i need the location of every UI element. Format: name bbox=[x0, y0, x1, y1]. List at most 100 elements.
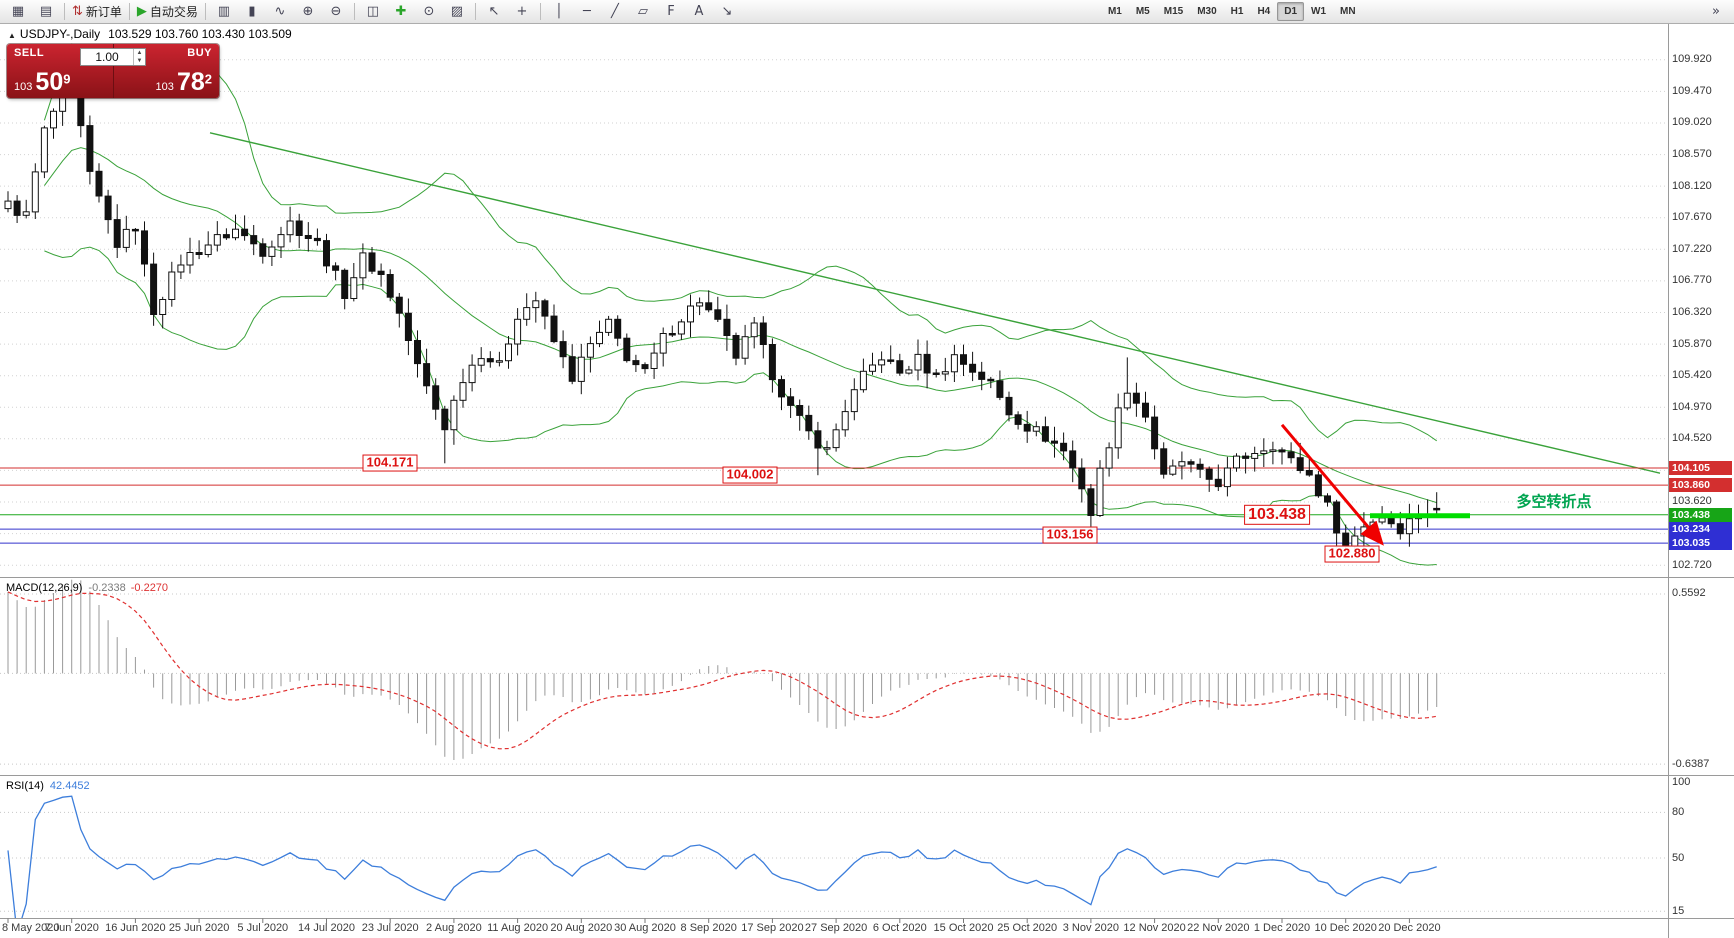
fibonacci-icon: F bbox=[667, 4, 675, 19]
toolbar-separator bbox=[474, 3, 476, 20]
text-label-icon: A bbox=[694, 4, 704, 19]
tile-windows-icon[interactable]: ◫ bbox=[359, 1, 387, 23]
templates-icon[interactable]: ▨ bbox=[443, 1, 471, 23]
chart-bars-icon: ▥ bbox=[217, 4, 231, 19]
tile-windows-icon: ◫ bbox=[366, 4, 380, 19]
toolbar-separator bbox=[353, 3, 355, 20]
horizontal-line-icon: ─ bbox=[583, 4, 591, 19]
chart-bars-icon[interactable]: ▥ bbox=[210, 1, 238, 23]
new-order-button[interactable]: ⇅ 新订单 bbox=[69, 1, 125, 23]
zoom-in-icon: ⊕ bbox=[302, 4, 314, 19]
timeframe-m1[interactable]: M1 bbox=[1107, 6, 1122, 17]
timeframe-m5[interactable]: M5 bbox=[1135, 6, 1150, 17]
arrows-icon: ↘ bbox=[721, 4, 733, 19]
toolbar: ▦ ▤ ⇅ 新订单 ▶ 自动交易 ▥ ▮ ∿ ⊕ ⊖ ◫ ✚ ⊙ ▨ ↖ + │ ─ ╱ ▱ F A ↘ M1 M5 M15 M30 H… bbox=[0, 0, 1734, 24]
vertical-line-icon: │ bbox=[555, 4, 563, 19]
autotrading-button-label: 自动交易 bbox=[149, 5, 198, 19]
volume-value[interactable]: 1.00 bbox=[95, 50, 119, 64]
rsi-label: RSI(14) bbox=[6, 780, 44, 792]
horizontal-line-icon[interactable]: ─ bbox=[573, 1, 601, 23]
chart-annotation[interactable]: 104.002 bbox=[722, 466, 778, 484]
volume-spinner[interactable]: ▲ ▼ bbox=[133, 49, 145, 65]
macd-main-value: -0.2338 bbox=[88, 582, 126, 594]
new-order-button: ⇅ bbox=[72, 4, 83, 19]
cursor-icon[interactable]: ↖ bbox=[480, 1, 508, 23]
sell-off-arrow[interactable] bbox=[1280, 423, 1384, 546]
crosshair-icon[interactable]: + bbox=[508, 1, 536, 23]
indicators-icon: ✚ bbox=[395, 4, 407, 19]
rsi-header: RSI(14) 42.4452 bbox=[6, 780, 90, 792]
pane-splitter[interactable] bbox=[0, 576, 1734, 580]
periods-icon: ⊙ bbox=[423, 4, 435, 19]
trendline-icon[interactable]: ╱ bbox=[601, 1, 629, 23]
more-icon[interactable]: » bbox=[1712, 4, 1720, 19]
cursor-icon: ↖ bbox=[488, 4, 500, 19]
sell-price: 103 509 bbox=[14, 68, 71, 96]
timeframe-w1[interactable]: W1 bbox=[1311, 6, 1327, 17]
volume-up-icon[interactable]: ▲ bbox=[136, 50, 143, 56]
macd-label: MACD(12,26,9) bbox=[6, 582, 83, 594]
trendline-icon: ╱ bbox=[611, 4, 619, 19]
new-chart-icon: ▦ bbox=[11, 4, 25, 19]
buy-price: 103 782 bbox=[155, 68, 212, 96]
fibonacci-icon[interactable]: F bbox=[657, 1, 685, 23]
macd-pane bbox=[0, 579, 1668, 765]
chart-line-icon: ∿ bbox=[274, 4, 286, 19]
channel-icon: ▱ bbox=[637, 4, 648, 19]
profiles-icon: ▤ bbox=[39, 4, 53, 19]
vertical-line-icon[interactable]: │ bbox=[545, 1, 573, 23]
chart-annotation[interactable]: 103.156 bbox=[1042, 526, 1098, 544]
timeframe-h1[interactable]: H1 bbox=[1230, 6, 1244, 17]
toolbar-separator bbox=[128, 3, 130, 20]
new-order-button-label: 新订单 bbox=[85, 5, 122, 19]
profiles-icon[interactable]: ▤ bbox=[32, 1, 60, 23]
timeframe-mn[interactable]: MN bbox=[1340, 6, 1356, 17]
toolbar-separator bbox=[539, 3, 541, 20]
autotrading-button[interactable]: ▶ 自动交易 bbox=[134, 1, 201, 23]
buy-label: BUY bbox=[187, 47, 212, 59]
channel-icon[interactable]: ▱ bbox=[629, 1, 657, 23]
candlesticks bbox=[4, 64, 1441, 554]
descending-trendline[interactable] bbox=[209, 132, 1661, 474]
pane-splitter[interactable] bbox=[0, 774, 1734, 778]
macd-header: MACD(12,26,9) -0.2338 -0.2270 bbox=[6, 582, 168, 594]
macd-signal-line bbox=[7, 591, 1437, 750]
chart-candles-icon[interactable]: ▮ bbox=[238, 1, 266, 23]
toolbar-separator bbox=[204, 3, 206, 20]
timeframe-h4[interactable]: H4 bbox=[1257, 6, 1271, 17]
one-click-trading-panel: SELL 103 509 BUY 103 782 1.00 ▲ ▼ bbox=[7, 44, 219, 98]
chart-annotation[interactable]: 104.171 bbox=[362, 454, 418, 472]
chart-ohlc-values: 103.529 103.760 103.430 103.509 bbox=[108, 27, 292, 41]
one-click-collapse-icon[interactable]: ▲ bbox=[8, 31, 16, 40]
templates-icon: ▨ bbox=[450, 4, 464, 19]
macd-signal-value: -0.2270 bbox=[130, 582, 169, 594]
zoom-out-icon[interactable]: ⊖ bbox=[322, 1, 350, 23]
periods-icon[interactable]: ⊙ bbox=[415, 1, 443, 23]
bollinger-bands bbox=[43, 43, 1437, 566]
zoom-out-icon: ⊖ bbox=[330, 4, 342, 19]
sell-label: SELL bbox=[14, 47, 45, 59]
timeframe-d1[interactable]: D1 bbox=[1277, 2, 1305, 21]
chart-symbol-label: USDJPY-,Daily bbox=[19, 27, 101, 41]
chart-annotation[interactable]: 103.438 bbox=[1244, 504, 1310, 525]
timeframe-m30[interactable]: M30 bbox=[1197, 6, 1217, 17]
indicators-icon[interactable]: ✚ bbox=[387, 1, 415, 23]
chart-candles-icon: ▮ bbox=[248, 4, 256, 19]
crosshair-icon: + bbox=[516, 4, 528, 19]
main-chart-pane bbox=[0, 43, 1668, 566]
text-label-icon[interactable]: A bbox=[685, 1, 713, 23]
volume-down-icon[interactable]: ▼ bbox=[136, 58, 143, 64]
chart-annotation[interactable]: 102.880 bbox=[1324, 545, 1380, 563]
chart-annotation[interactable]: 多空转折点 bbox=[1516, 493, 1592, 511]
autotrading-button: ▶ bbox=[136, 4, 147, 19]
arrows-icon[interactable]: ↘ bbox=[713, 1, 741, 23]
sell-button[interactable]: SELL 103 509 bbox=[7, 44, 113, 98]
timeframe-m15[interactable]: M15 bbox=[1163, 6, 1184, 17]
rsi-pane bbox=[0, 795, 1668, 918]
chart-line-icon[interactable]: ∿ bbox=[266, 1, 294, 23]
new-chart-icon[interactable]: ▦ bbox=[4, 1, 32, 23]
zoom-in-icon[interactable]: ⊕ bbox=[294, 1, 322, 23]
volume-input[interactable]: 1.00 ▲ ▼ bbox=[80, 48, 146, 66]
